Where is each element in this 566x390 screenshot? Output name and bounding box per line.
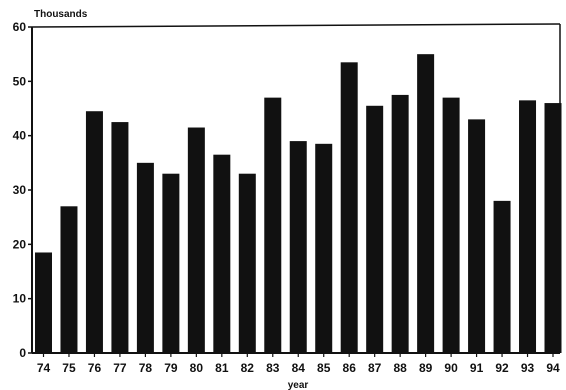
x-tick-label: 88 xyxy=(393,361,407,375)
bar-89 xyxy=(417,54,435,354)
y-tick-label: 50 xyxy=(13,74,27,88)
x-tick-label: 78 xyxy=(139,361,153,375)
y-axis-title: Thousands xyxy=(34,9,88,20)
y-tick-label: 40 xyxy=(13,129,27,143)
x-tick-label: 85 xyxy=(317,361,331,375)
x-tick-label: 75 xyxy=(62,361,76,375)
x-tick-label: 80 xyxy=(190,361,204,375)
bar-76 xyxy=(85,111,103,353)
y-tick-label: 20 xyxy=(13,237,27,251)
x-tick-label: 74 xyxy=(37,361,51,375)
bar-82 xyxy=(238,173,256,353)
x-tick-label: 76 xyxy=(88,361,102,375)
y-tick-label: 60 xyxy=(13,20,27,34)
x-axis-title: year xyxy=(288,380,309,390)
x-tick-label: 89 xyxy=(419,361,433,375)
x-tick-label: 86 xyxy=(343,361,357,375)
x-tick-label: 92 xyxy=(495,361,509,375)
x-tick-label: 90 xyxy=(444,361,458,375)
y-tick-label: 30 xyxy=(13,183,27,197)
y-tick-label: 10 xyxy=(13,292,27,306)
bar-80 xyxy=(187,127,205,354)
bar-84 xyxy=(289,141,307,353)
bar-88 xyxy=(391,94,409,354)
bar-77 xyxy=(111,122,129,353)
x-tick-label: 83 xyxy=(266,361,280,375)
bar-79 xyxy=(162,173,180,353)
y-axis: 0 10 20 30 40 50 60 xyxy=(13,20,32,360)
bar-94 xyxy=(544,103,562,353)
x-tick-label: 84 xyxy=(292,361,306,375)
bar-81 xyxy=(213,154,231,353)
y-tick-label: 0 xyxy=(19,346,26,360)
bar-85 xyxy=(315,143,333,353)
x-tick-label: 77 xyxy=(113,361,127,375)
x-axis: 74 75 76 77 78 79 80 81 82 83 84 85 86 87 88 89 90 91 92 93… xyxy=(37,353,560,375)
x-tick-label: 94 xyxy=(546,361,560,375)
bar-86 xyxy=(340,62,358,354)
x-tick-label: 81 xyxy=(215,361,229,375)
bar-93 xyxy=(519,100,537,353)
bar-74 xyxy=(35,252,52,353)
bar-75 xyxy=(60,206,78,353)
bar-83 xyxy=(264,97,282,353)
x-tick-label: 91 xyxy=(470,361,484,375)
x-tick-label: 79 xyxy=(164,361,178,375)
x-tick-label: 87 xyxy=(368,361,382,375)
x-tick-label: 93 xyxy=(521,361,535,375)
bar-91 xyxy=(468,119,486,353)
bar-92 xyxy=(493,200,511,353)
x-tick-label: 82 xyxy=(241,361,255,375)
bar-87 xyxy=(366,105,384,354)
bar-78 xyxy=(136,162,154,353)
top-border xyxy=(31,23,561,28)
bars xyxy=(35,54,562,354)
bar-90 xyxy=(442,97,460,353)
